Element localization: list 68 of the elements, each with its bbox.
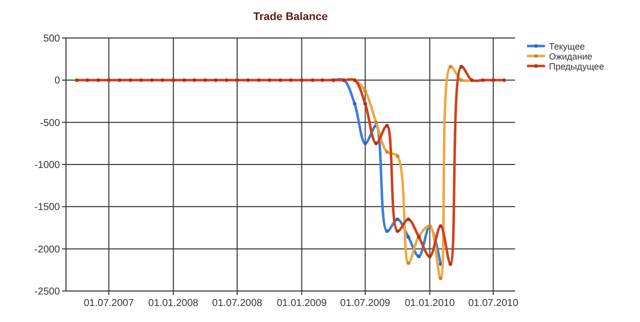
point <box>406 261 410 265</box>
x-tick-label: 01.07.2010 <box>468 298 519 309</box>
point <box>300 78 304 82</box>
point <box>246 78 250 82</box>
point <box>417 254 421 258</box>
point <box>448 262 452 266</box>
point <box>491 78 496 82</box>
legend-label: Ожидание <box>549 52 592 62</box>
point <box>310 78 314 82</box>
point <box>374 120 378 124</box>
x-tick-label: 01.01.2008 <box>148 298 199 309</box>
y-tick-label: 500 <box>43 34 60 44</box>
x-tick-label: 01.01.2009 <box>276 298 328 309</box>
point <box>203 78 208 82</box>
point <box>139 78 143 82</box>
point <box>75 78 79 82</box>
point <box>396 154 400 158</box>
point <box>352 102 356 106</box>
point <box>438 224 442 228</box>
point <box>460 78 464 82</box>
point <box>224 78 228 82</box>
point <box>150 78 154 82</box>
point <box>278 78 282 82</box>
point <box>502 78 506 82</box>
point <box>460 64 464 68</box>
chart-title: Trade Balance <box>253 11 328 23</box>
point <box>406 235 410 239</box>
y-tick-label: -2000 <box>34 244 60 256</box>
point <box>235 78 239 82</box>
legend-label: Текущее <box>549 42 585 52</box>
point <box>289 78 293 82</box>
point <box>428 254 432 258</box>
point <box>363 142 368 146</box>
x-tick-label: 01.07.2009 <box>340 298 391 309</box>
point <box>363 89 368 93</box>
legend-label: Предыдущее <box>549 62 604 72</box>
point <box>160 78 164 82</box>
y-tick-label: -1000 <box>34 160 60 171</box>
point <box>268 78 272 82</box>
point <box>385 150 389 154</box>
y-tick-label: -500 <box>40 118 60 129</box>
x-tick-label: 01.07.2007 <box>84 298 134 309</box>
point <box>192 78 196 82</box>
point <box>96 78 100 82</box>
point <box>182 78 186 82</box>
point <box>406 218 410 222</box>
point <box>257 78 261 82</box>
y-tick-label: -1500 <box>34 202 60 214</box>
x-tick-label: 01.07.2008 <box>212 298 263 309</box>
y-tick-label: 0 <box>54 76 60 87</box>
point <box>374 142 378 146</box>
point <box>172 78 176 82</box>
point <box>480 78 485 82</box>
point <box>396 229 400 233</box>
point <box>128 78 132 82</box>
point <box>118 78 122 82</box>
y-tick-label: -2500 <box>34 286 60 298</box>
x-tick-label: 01.01.2010 <box>404 298 456 309</box>
point <box>320 78 324 82</box>
point <box>363 102 368 106</box>
point <box>214 78 218 82</box>
point <box>385 229 389 233</box>
point <box>396 218 400 222</box>
point <box>86 78 90 82</box>
point <box>106 78 111 82</box>
point <box>438 276 442 280</box>
point <box>448 64 452 68</box>
point <box>385 124 389 128</box>
